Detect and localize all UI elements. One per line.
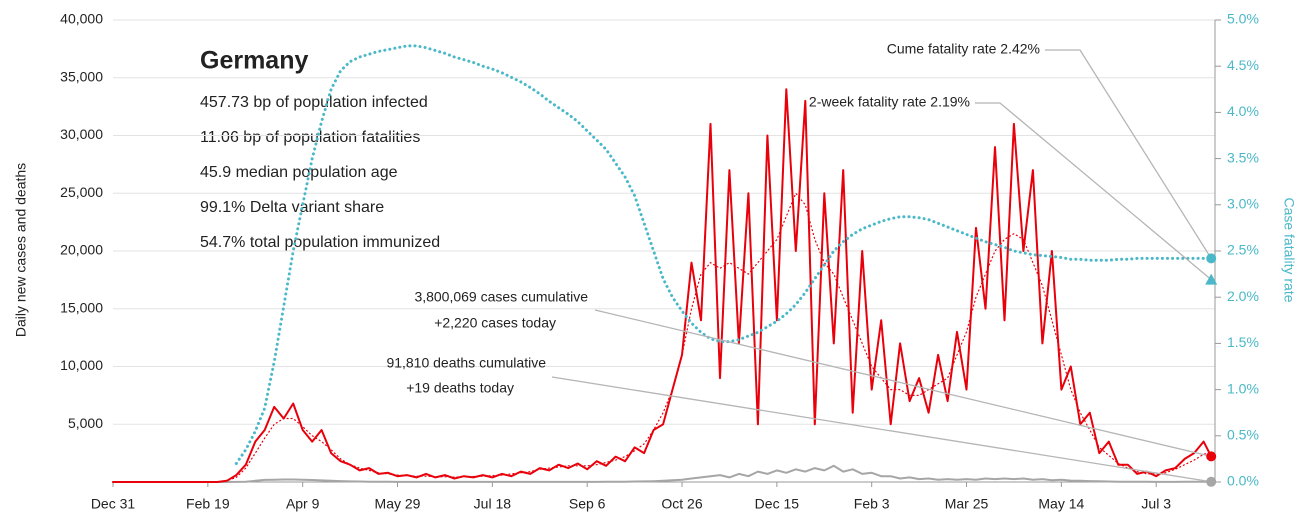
annotation: 2-week fatality rate 2.19%	[809, 94, 970, 110]
y2-axis-title: Case fatality rate	[1281, 197, 1297, 302]
leader-line	[594, 309, 1212, 457]
y-tick-label: 40,000	[60, 11, 103, 27]
annotation: +19 deaths today	[406, 380, 514, 396]
y2-tick-label: 5.0%	[1227, 11, 1259, 27]
y2-tick-label: 0.0%	[1227, 473, 1259, 489]
info-line: 45.9 median population age	[200, 164, 398, 181]
chart-title: Germany	[200, 47, 308, 75]
series-line	[234, 44, 1213, 465]
end-marker	[1206, 253, 1217, 264]
y2-tick-label: 2.0%	[1227, 288, 1259, 304]
end-marker	[1205, 273, 1218, 285]
x-tick-label: Sep 6	[569, 496, 606, 512]
leader-line	[551, 376, 1212, 483]
annotation: +2,220 cases today	[434, 315, 556, 331]
annotation: Cume fatality rate 2.42%	[887, 41, 1040, 57]
y-tick-label: 30,000	[60, 126, 103, 142]
y-axis-title: Daily new cases and deaths	[13, 163, 29, 337]
x-tick-label: May 14	[1038, 496, 1084, 512]
x-tick-label: Feb 3	[854, 496, 890, 512]
y-tick-label: 35,000	[60, 68, 103, 84]
x-tick-label: Jul 3	[1141, 496, 1171, 512]
end-marker	[1206, 451, 1217, 462]
series-line	[112, 464, 1213, 483]
x-tick-label: Jul 18	[474, 496, 512, 512]
x-tick-label: Dec 15	[755, 496, 800, 512]
x-tick-label: Dec 31	[91, 496, 136, 512]
info-line: 457.73 bp of population infected	[200, 94, 428, 111]
x-tick-label: Oct 26	[661, 496, 702, 512]
y-tick-label: 15,000	[60, 299, 103, 315]
y-tick-label: 10,000	[60, 357, 103, 373]
y2-tick-label: 2.5%	[1227, 242, 1259, 258]
series-line	[112, 88, 1213, 483]
info-line: 11.06 bp of population fatalities	[200, 129, 420, 146]
info-line: 54.7% total population immunized	[200, 234, 440, 251]
info-line: 99.1% Delta variant share	[200, 199, 384, 216]
y2-tick-label: 1.5%	[1227, 334, 1259, 350]
leader-line	[975, 102, 1212, 281]
y2-tick-label: 3.5%	[1227, 149, 1259, 165]
end-marker	[1206, 476, 1217, 487]
y2-tick-label: 4.0%	[1227, 103, 1259, 119]
annotation: 91,810 deaths cumulative	[386, 355, 546, 371]
x-tick-label: May 29	[375, 496, 421, 512]
x-tick-label: Mar 25	[945, 496, 989, 512]
y-tick-label: 5,000	[68, 415, 103, 431]
x-tick-label: Feb 19	[186, 496, 230, 512]
y2-tick-label: 3.0%	[1227, 196, 1259, 212]
y-tick-label: 20,000	[60, 242, 103, 258]
x-tick-label: Apr 9	[286, 496, 320, 512]
y2-tick-label: 1.0%	[1227, 380, 1259, 396]
y-tick-label: 25,000	[60, 184, 103, 200]
y2-tick-label: 4.5%	[1227, 57, 1259, 73]
leader-line	[1045, 49, 1212, 259]
y2-tick-label: 0.5%	[1227, 427, 1259, 443]
annotation: 3,800,069 cases cumulative	[414, 289, 588, 305]
